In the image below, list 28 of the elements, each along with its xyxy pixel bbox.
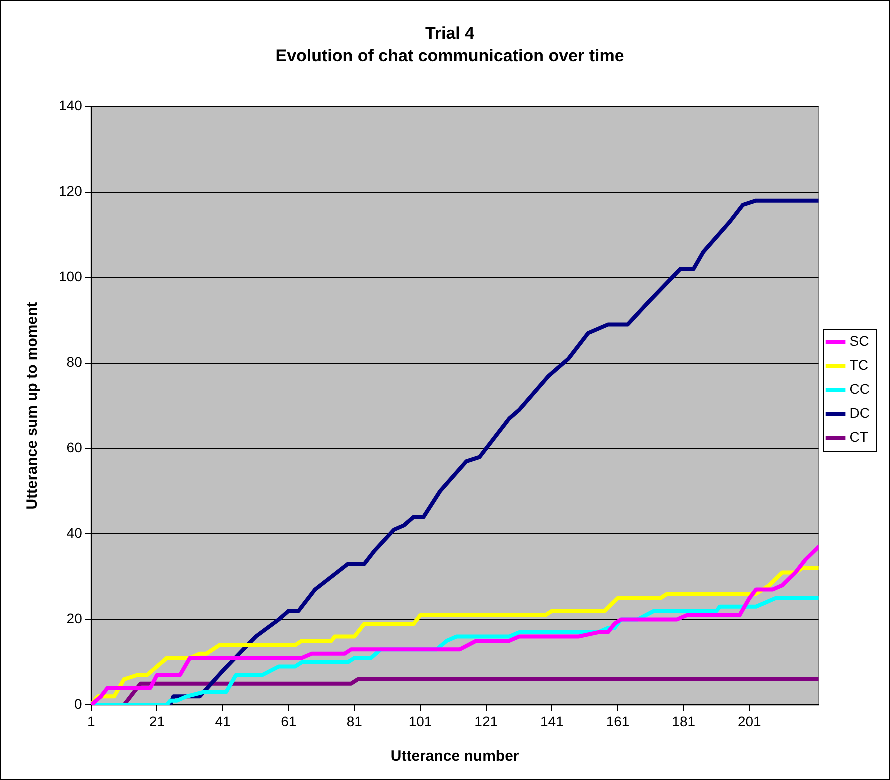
legend-label: DC [850, 404, 870, 421]
x-tick-label: 101 [408, 713, 432, 730]
y-tick-label: 60 [66, 440, 83, 456]
x-tick-label: 21 [149, 713, 166, 730]
y-tick-label: 120 [59, 183, 83, 200]
legend-label: CT [850, 428, 869, 445]
x-tick-label: 201 [738, 713, 762, 730]
x-tick-label: 141 [540, 713, 564, 730]
y-tick-label: 100 [59, 268, 83, 285]
x-tick-label: 1 [87, 713, 96, 730]
x-tick-label: 181 [672, 713, 696, 730]
x-tick-label: 121 [474, 713, 498, 730]
y-tick-label: 20 [66, 610, 83, 627]
x-tick-label: 161 [606, 713, 630, 730]
x-axis-title: Utterance number [390, 748, 520, 766]
y-tick-label: 40 [66, 525, 83, 542]
y-tick-label: 80 [66, 354, 83, 370]
y-tick-label: 140 [59, 98, 83, 114]
chart-title: Trial 4 [425, 24, 476, 43]
legend-label: TC [850, 356, 868, 373]
x-tick-label: 61 [281, 713, 297, 730]
chart-subtitle: Evolution of chat communication over time [276, 46, 624, 66]
y-axis-title: Utterance sum up to moment [24, 302, 42, 510]
y-tick-label: 0 [74, 696, 83, 712]
legend-label: SC [850, 332, 870, 349]
x-tick-label: 41 [215, 713, 232, 730]
legend-label: CC [850, 380, 870, 397]
x-tick-label: 81 [346, 713, 363, 730]
